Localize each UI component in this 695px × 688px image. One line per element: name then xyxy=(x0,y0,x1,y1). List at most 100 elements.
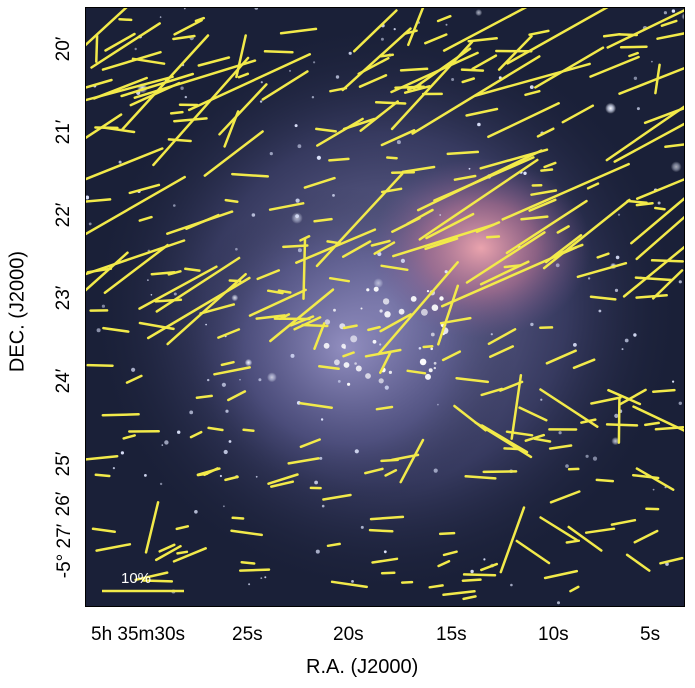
star xyxy=(260,81,263,84)
star xyxy=(332,194,335,197)
polarization-vector xyxy=(380,264,409,272)
cluster-star xyxy=(425,373,431,380)
polarization-vector xyxy=(370,239,391,247)
polarization-vector xyxy=(213,366,251,376)
star xyxy=(319,456,323,460)
polarization-vector xyxy=(390,51,479,94)
polarization-vector xyxy=(299,438,321,449)
polarization-vector xyxy=(86,363,114,367)
polarization-vector xyxy=(651,269,684,300)
star xyxy=(194,510,198,514)
polarization-vector xyxy=(270,480,295,488)
star xyxy=(161,444,164,446)
star xyxy=(451,78,455,81)
star xyxy=(383,550,387,554)
polarization-vector xyxy=(86,251,129,292)
polarization-vector xyxy=(596,252,610,259)
polarization-vector xyxy=(572,358,596,370)
polarization-vector xyxy=(589,295,617,301)
polarization-vector xyxy=(167,270,182,276)
polarization-vector xyxy=(422,344,434,349)
polarization-vector xyxy=(86,147,164,181)
cluster-star xyxy=(398,308,405,315)
polarization-vector xyxy=(524,433,546,442)
star xyxy=(439,214,442,216)
polarization-vector xyxy=(86,75,174,102)
polarization-vector xyxy=(375,405,394,411)
star xyxy=(88,222,92,226)
star xyxy=(373,278,384,288)
polarization-vector xyxy=(175,525,190,531)
polarization-vector xyxy=(569,585,580,593)
polarization-vector xyxy=(442,8,528,52)
polarization-vector xyxy=(399,438,425,484)
polarization-vector xyxy=(121,34,210,131)
polarization-vector xyxy=(461,77,476,84)
star xyxy=(264,576,267,579)
polarization-vector xyxy=(380,187,403,194)
star xyxy=(183,8,186,10)
polarization-vector xyxy=(584,527,616,534)
polarization-vector xyxy=(368,528,394,533)
polarization-vector xyxy=(654,206,666,211)
polarization-vector xyxy=(223,110,240,148)
star xyxy=(254,8,259,10)
cluster-star xyxy=(354,362,357,365)
polarization-vector xyxy=(230,529,263,537)
cluster-star xyxy=(388,370,392,374)
polarization-vector xyxy=(543,161,557,169)
polarization-vector xyxy=(533,437,552,443)
star xyxy=(228,440,232,443)
polarization-vector xyxy=(391,216,421,233)
polarization-vector xyxy=(313,322,326,350)
polarization-vector xyxy=(238,568,271,572)
cluster-star xyxy=(379,309,383,313)
polarization-vector xyxy=(465,107,499,117)
cluster-star xyxy=(324,319,331,325)
polarization-vector xyxy=(437,284,460,346)
star xyxy=(297,144,302,149)
polarization-vector xyxy=(341,240,372,258)
star xyxy=(120,451,124,455)
polarization-vector xyxy=(86,8,128,47)
polarization-vector xyxy=(342,351,355,358)
ytick-27: -5° 27′ xyxy=(54,523,75,579)
polarization-vector xyxy=(195,394,213,399)
polarization-vector xyxy=(528,29,550,36)
polarization-vector xyxy=(403,85,431,94)
polarization-vector xyxy=(506,8,609,65)
polarization-vector xyxy=(607,388,642,406)
star xyxy=(617,213,621,216)
polarization-vector xyxy=(277,289,292,294)
star xyxy=(672,380,675,383)
star xyxy=(587,277,591,280)
star xyxy=(321,504,325,508)
polarization-vector xyxy=(364,467,384,475)
polarization-vector xyxy=(530,189,558,196)
polarization-vector xyxy=(278,313,291,321)
polarization-vector xyxy=(605,423,639,427)
polarization-vector xyxy=(328,276,351,283)
polarization-vector xyxy=(436,14,452,23)
polarization-vector xyxy=(652,388,676,394)
polarization-vector xyxy=(379,313,413,333)
polarization-vector xyxy=(510,373,523,440)
polarization-vector xyxy=(263,50,294,54)
scale-bar-label: 10% xyxy=(121,570,152,587)
star xyxy=(118,160,122,164)
polarization-vector xyxy=(203,130,264,177)
cluster-star xyxy=(343,346,346,350)
polarization-vector xyxy=(534,46,605,89)
star xyxy=(150,294,153,296)
star xyxy=(393,28,396,31)
polarization-vector xyxy=(524,89,541,97)
star xyxy=(379,343,382,346)
star xyxy=(159,16,162,18)
polarization-vector xyxy=(480,424,529,454)
xtick-20s: 20s xyxy=(333,624,364,645)
polarization-vector xyxy=(520,215,549,221)
polarization-vector xyxy=(374,101,407,105)
polarization-vector xyxy=(128,183,161,195)
polarization-vector xyxy=(556,225,570,234)
polarization-vector xyxy=(630,197,684,245)
